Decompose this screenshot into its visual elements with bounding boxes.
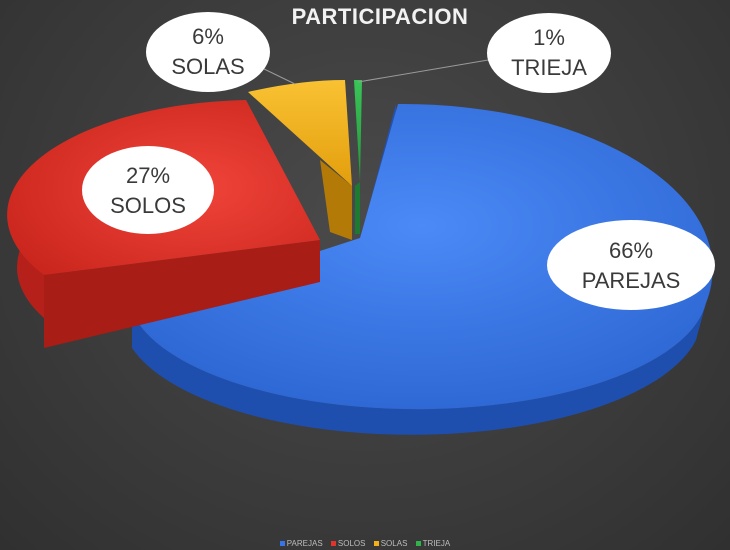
data-label-trieja-percent: 1%: [533, 25, 565, 50]
pie-slice-solos-outer: [17, 220, 44, 318]
pie-slice-trieja: [354, 80, 362, 234]
chart-legend: PAREJAS SOLOS SOLAS TRIEJA: [0, 539, 730, 548]
data-label-parejas: 66% PAREJAS: [547, 220, 715, 310]
data-label-solos: 27% SOLOS: [82, 146, 214, 234]
legend-item-trieja: TRIEJA: [415, 539, 451, 548]
data-label-solos-name: SOLOS: [110, 193, 186, 218]
legend-swatch-parejas: [279, 541, 285, 547]
pie-slice-parejas: [132, 103, 713, 435]
data-label-parejas-percent: 66%: [609, 238, 653, 263]
data-label-solas-percent: 6%: [192, 24, 224, 49]
legend-label-solas: SOLAS: [380, 539, 408, 548]
legend-swatch-trieja: [415, 541, 421, 547]
data-label-trieja: 1% TRIEJA: [487, 13, 611, 93]
data-label-parejas-name: PAREJAS: [582, 268, 681, 293]
pie-slice-solas-top: [248, 80, 352, 186]
chart-title: PARTICIPACION: [291, 4, 469, 29]
legend-item-solas: SOLAS: [373, 539, 408, 548]
legend-label-parejas: PAREJAS: [286, 539, 323, 548]
leader-line-solas: [261, 67, 296, 85]
legend-swatch-solas: [373, 541, 379, 547]
pie-slice-solas: [248, 80, 352, 240]
legend-swatch-solos: [330, 541, 336, 547]
pie-slice-solos-side: [44, 240, 320, 348]
legend-label-trieja: TRIEJA: [422, 539, 451, 548]
pie-slice-trieja-side: [355, 182, 360, 234]
data-label-solas-name: SOLAS: [171, 54, 244, 79]
legend-item-solos: SOLOS: [330, 539, 366, 548]
pie-slice-solas-side: [320, 160, 352, 240]
legend-item-parejas: PAREJAS: [279, 539, 323, 548]
pie-slice-parejas-side: [132, 303, 706, 435]
data-label-solos-percent: 27%: [126, 163, 170, 188]
leader-line-trieja: [357, 57, 501, 83]
data-label-solas: 6% SOLAS: [146, 12, 270, 92]
pie-slice-parejas-top: [132, 103, 713, 410]
pie-slice-trieja-top: [354, 80, 362, 182]
legend-label-solos: SOLOS: [337, 539, 366, 548]
data-label-trieja-name: TRIEJA: [511, 55, 587, 80]
